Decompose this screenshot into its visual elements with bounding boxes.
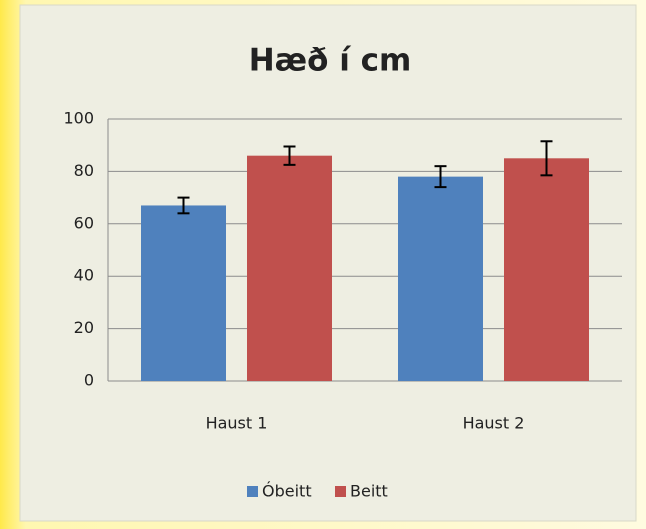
bar (247, 155, 332, 381)
x-tick-label: Haust 2 (463, 414, 525, 433)
bar (141, 205, 226, 381)
error-bar (283, 145, 296, 166)
x-tick-label: Haust 1 (206, 414, 268, 433)
y-tick-label: 20 (74, 318, 94, 337)
y-tick-label: 40 (74, 266, 94, 285)
chart-title: Hæð í cm (249, 43, 412, 79)
y-tick-label: 60 (74, 213, 94, 232)
legend-swatch (247, 486, 258, 497)
error-bar (434, 165, 447, 189)
legend-label: Beitt (350, 482, 388, 501)
legend-label: Óbeitt (262, 482, 312, 501)
error-bar (540, 140, 553, 177)
legend-swatch (335, 486, 346, 497)
y-tick-label: 100 (63, 109, 94, 128)
bar (504, 158, 589, 381)
error-bar (177, 196, 190, 215)
y-tick-label: 80 (74, 161, 94, 180)
bar (398, 176, 483, 381)
y-tick-label: 0 (84, 371, 94, 390)
